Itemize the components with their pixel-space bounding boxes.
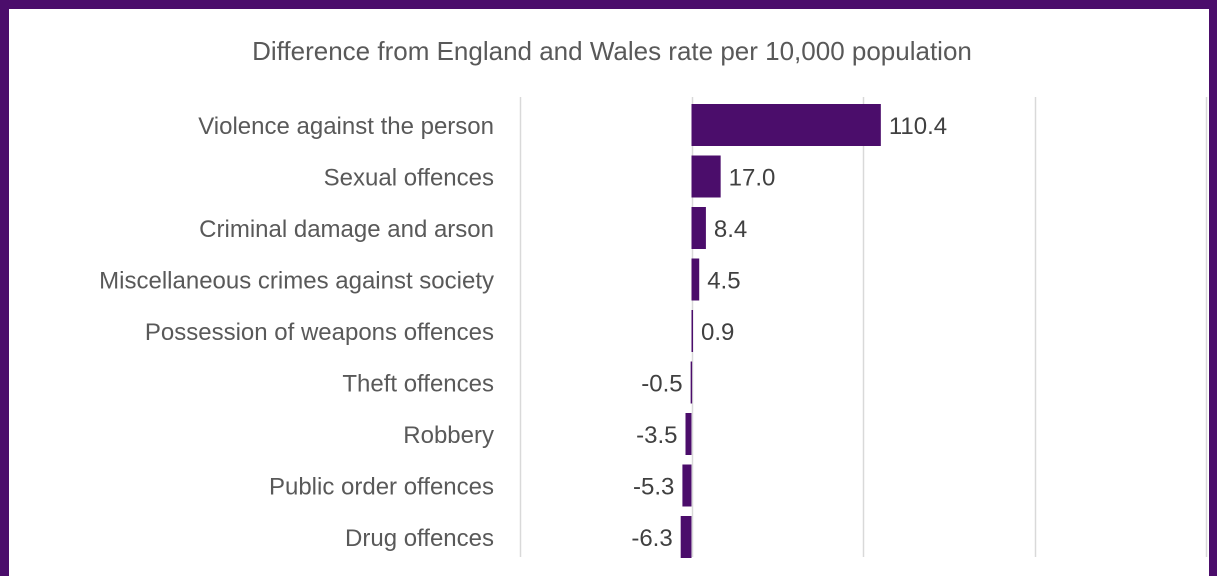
category-label: Theft offences <box>342 371 494 398</box>
category-label: Criminal damage and arson <box>199 216 494 243</box>
bar <box>690 361 693 404</box>
chart-title: Difference from England and Wales rate p… <box>252 36 972 66</box>
bar <box>691 258 700 301</box>
category-labels: Violence against the person Sexual offenc… <box>99 113 494 552</box>
bar <box>691 207 706 249</box>
horizontal-bar-chart: Difference from England and Wales rate p… <box>99 36 1208 558</box>
data-label: 17.0 <box>729 165 776 192</box>
bar <box>682 464 692 507</box>
category-label: Sexual offences <box>324 165 494 192</box>
data-label: -0.5 <box>641 371 682 398</box>
bar <box>691 104 881 146</box>
bar <box>685 413 692 455</box>
category-label: Possession of weapons offences <box>145 319 494 346</box>
category-label: Drug offences <box>345 525 494 552</box>
data-label: 110.4 <box>889 113 947 140</box>
category-label: Robbery <box>403 422 494 449</box>
gridlines <box>519 97 1208 557</box>
data-label: -3.5 <box>636 422 677 449</box>
data-labels: 110.4 17.0 8.4 4.5 0.9 -0.5 -3.5 -5.3 -6.3 <box>631 113 947 552</box>
bar <box>691 310 694 352</box>
data-label: 8.4 <box>714 216 747 243</box>
data-label: -5.3 <box>633 474 674 501</box>
category-label: Violence against the person <box>198 113 494 140</box>
data-label: -6.3 <box>631 525 672 552</box>
chart-frame: Difference from England and Wales rate p… <box>9 9 1209 576</box>
data-label: 0.9 <box>701 319 734 346</box>
bar <box>680 516 692 558</box>
bar <box>691 155 721 198</box>
category-label: Public order offences <box>269 474 494 501</box>
data-label: 4.5 <box>707 268 740 295</box>
bars <box>680 104 881 558</box>
category-label: Miscellaneous crimes against society <box>99 268 494 295</box>
